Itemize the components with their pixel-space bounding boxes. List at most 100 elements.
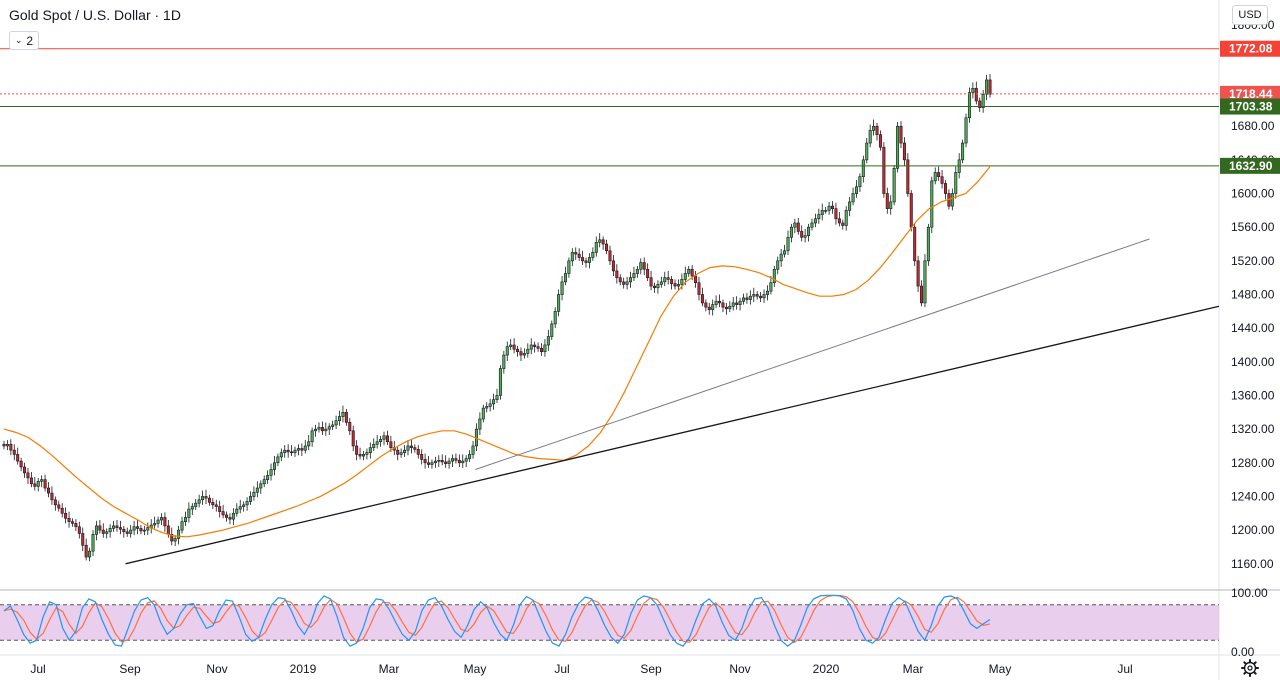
candle-up bbox=[776, 260, 780, 270]
candle-up bbox=[509, 344, 513, 347]
candle-up bbox=[817, 214, 821, 220]
candle-down bbox=[33, 483, 37, 487]
candle-down bbox=[697, 282, 701, 295]
x-tick-label: Nov bbox=[206, 662, 227, 676]
candle-down bbox=[906, 159, 910, 194]
candle-up bbox=[772, 268, 776, 284]
candle-up bbox=[382, 435, 386, 440]
level-badge bbox=[1220, 98, 1280, 115]
candle-up bbox=[803, 235, 807, 238]
x-tick-label: Mar bbox=[379, 662, 400, 676]
candle-up bbox=[485, 406, 489, 409]
candle-down bbox=[228, 517, 232, 520]
candle-up bbox=[553, 311, 557, 325]
candle-down bbox=[841, 222, 845, 226]
candle-up bbox=[738, 300, 742, 305]
candle-down bbox=[652, 285, 656, 289]
candle-up bbox=[310, 430, 314, 443]
candle-up bbox=[926, 226, 930, 262]
candle-up bbox=[324, 428, 328, 432]
candle-down bbox=[64, 512, 68, 519]
candle-up bbox=[314, 428, 318, 432]
candle-down bbox=[139, 528, 143, 532]
candle-down bbox=[98, 525, 102, 531]
candle-up bbox=[88, 550, 92, 558]
y-tick-label: 1600.00 bbox=[1231, 187, 1275, 201]
candle-down bbox=[70, 521, 74, 524]
candle-up bbox=[159, 517, 163, 521]
candle-down bbox=[60, 507, 64, 514]
candle-up bbox=[810, 222, 814, 228]
candle-down bbox=[704, 302, 708, 308]
candle-down bbox=[642, 262, 646, 270]
candle-up bbox=[892, 167, 896, 203]
level-label: 1632.90 bbox=[1229, 159, 1273, 173]
candle-up bbox=[587, 257, 591, 263]
candle-up bbox=[687, 268, 691, 274]
candle-down bbox=[444, 461, 448, 464]
candle-up bbox=[854, 186, 858, 194]
candle-down bbox=[796, 222, 800, 232]
candle-up bbox=[889, 201, 893, 209]
candle-down bbox=[385, 435, 389, 443]
candle-up bbox=[858, 176, 862, 188]
stoch-k-line bbox=[3, 594, 991, 647]
candle-up bbox=[36, 480, 40, 487]
candle-down bbox=[286, 449, 290, 453]
y-tick-label: 1480.00 bbox=[1231, 288, 1275, 302]
candle-up bbox=[183, 517, 187, 522]
candle-up bbox=[177, 529, 181, 539]
candle-down bbox=[19, 460, 23, 468]
candle-down bbox=[536, 346, 540, 349]
candle-down bbox=[834, 208, 838, 220]
candle-down bbox=[440, 459, 444, 463]
candle-up bbox=[201, 496, 205, 501]
candle-up bbox=[187, 508, 191, 518]
candle-down bbox=[745, 297, 749, 300]
candle-down bbox=[214, 504, 218, 507]
candle-down bbox=[23, 466, 27, 474]
candle-up bbox=[591, 252, 595, 258]
chart-legend: Gold Spot / U.S. Dollar · 1D bbox=[9, 7, 181, 23]
candle-up bbox=[296, 448, 300, 451]
candle-up bbox=[279, 452, 283, 458]
candle-down bbox=[50, 492, 54, 501]
oscillator-tick-label: 0.00 bbox=[1231, 645, 1255, 659]
candle-up bbox=[242, 504, 246, 507]
candle-up bbox=[731, 302, 735, 307]
candle-up bbox=[238, 506, 242, 510]
gear-icon[interactable] bbox=[1241, 659, 1259, 677]
symbol-title[interactable]: Gold Spot / U.S. Dollar · 1D bbox=[9, 7, 181, 23]
candle-down bbox=[12, 449, 16, 455]
candle-up bbox=[142, 529, 146, 532]
chevron-down-icon: ⌄ bbox=[14, 35, 23, 45]
indicators-collapse-button[interactable]: ⌄ 2 bbox=[9, 31, 39, 50]
level-label: 1703.38 bbox=[1229, 100, 1273, 114]
candle-up bbox=[954, 172, 958, 194]
candle-up bbox=[676, 284, 680, 287]
candle-up bbox=[498, 368, 502, 396]
candle-up bbox=[663, 277, 667, 283]
candle-up bbox=[252, 491, 256, 497]
candle-up bbox=[896, 125, 900, 169]
candle-up bbox=[190, 506, 194, 510]
candle-down bbox=[53, 499, 57, 506]
candle-down bbox=[358, 454, 362, 457]
candle-up bbox=[399, 452, 403, 455]
candle-up bbox=[505, 346, 509, 356]
moving-average-line bbox=[3, 166, 991, 538]
level-badge bbox=[1220, 40, 1280, 57]
candle-down bbox=[909, 193, 913, 228]
candle-up bbox=[492, 399, 496, 405]
candle-up bbox=[269, 469, 273, 476]
candle-down bbox=[581, 257, 585, 262]
candle-down bbox=[759, 295, 763, 299]
candle-up bbox=[194, 502, 198, 507]
candle-up bbox=[635, 268, 639, 274]
candle-down bbox=[413, 447, 417, 450]
currency-badge[interactable]: USD bbox=[1232, 5, 1268, 25]
candle-up bbox=[923, 260, 927, 304]
candle-up bbox=[529, 344, 533, 350]
candle-up bbox=[632, 273, 636, 278]
